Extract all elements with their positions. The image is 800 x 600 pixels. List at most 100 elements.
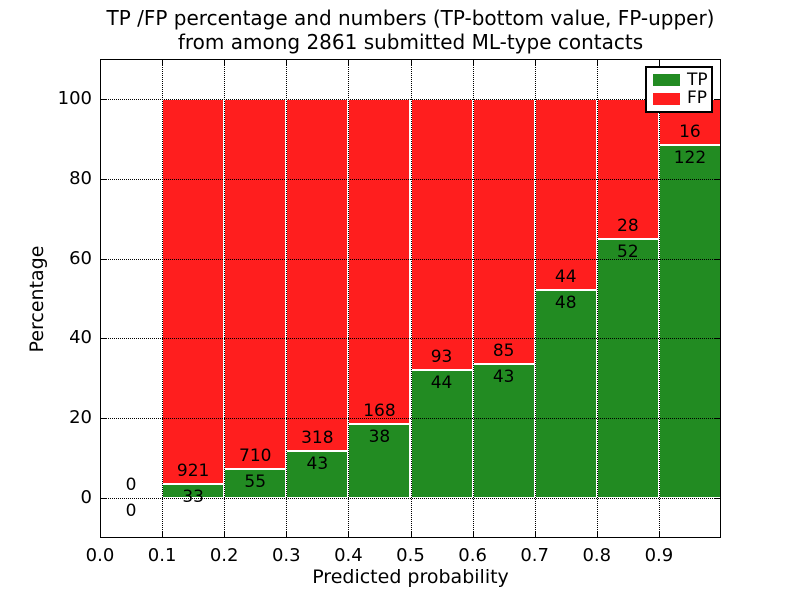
y-tick-mark-right — [715, 258, 720, 260]
legend-item-fp: FP — [647, 90, 711, 107]
x-tick-label: 0.9 — [644, 545, 674, 566]
y-tick-label: 80 — [69, 167, 92, 189]
gridline-vertical — [286, 59, 288, 538]
fp-count-label: 44 — [554, 266, 577, 287]
bar-tp-segment — [348, 424, 411, 499]
fp-count-label: 16 — [679, 122, 701, 143]
gridline-vertical — [410, 59, 412, 538]
tp-count-label: 44 — [430, 372, 453, 393]
y-tick-mark — [101, 338, 106, 340]
chart-title-line2: from among 2861 submitted ML-type contac… — [177, 30, 644, 54]
bar-fp-segment — [472, 98, 535, 364]
y-tick-mark — [101, 498, 106, 500]
y-tick-label: 40 — [69, 327, 92, 349]
x-tick-mark — [224, 532, 226, 537]
x-tick-mark — [596, 532, 598, 537]
fp-swatch-icon — [653, 92, 680, 105]
x-tick-mark-top — [410, 60, 412, 65]
x-tick-mark — [162, 532, 164, 537]
fp-count-label: 921 — [176, 461, 210, 482]
bar-tp-segment — [658, 145, 721, 499]
y-tick-mark — [101, 258, 106, 260]
tp-count-label: 48 — [554, 292, 577, 313]
legend: TP FP — [645, 66, 713, 113]
bar-fp-segment — [286, 98, 349, 451]
x-tick-mark — [472, 532, 474, 537]
legend-item-tp: TP — [647, 69, 711, 90]
x-tick-mark — [410, 532, 412, 537]
y-tick-label: 20 — [69, 407, 92, 429]
y-tick-mark-right — [715, 498, 720, 500]
bar-fp-segment — [224, 98, 287, 470]
x-tick-mark-top — [100, 60, 101, 65]
x-tick-mark-top — [224, 60, 226, 65]
y-tick-label: 100 — [57, 87, 92, 109]
y-tick-mark-right — [715, 178, 720, 180]
x-tick-label: 0.7 — [520, 545, 549, 566]
fp-count-label: 28 — [617, 215, 639, 236]
bar-fp-segment — [410, 98, 473, 370]
chart-title: TP /FP percentage and numbers (TP-bottom… — [100, 6, 721, 54]
tp-count-label: 122 — [673, 148, 707, 169]
x-tick-mark-top — [286, 60, 288, 65]
x-tick-mark-top — [658, 60, 660, 65]
tp-swatch-icon — [653, 74, 680, 87]
legend-label-tp: TP — [687, 69, 708, 90]
fp-count-label: 0 — [125, 475, 137, 496]
gridline-vertical — [162, 59, 164, 538]
fp-count-label: 168 — [363, 401, 396, 422]
tp-count-label: 38 — [368, 427, 391, 448]
gridline-vertical — [658, 59, 660, 538]
x-tick-label: 0.1 — [147, 545, 177, 566]
x-tick-mark-top — [534, 60, 536, 65]
bar-tp-segment — [534, 289, 597, 499]
y-tick-mark — [101, 178, 106, 180]
x-tick-label: 0.0 — [85, 545, 115, 566]
gridline-vertical — [534, 59, 536, 538]
chart-title-line1: TP /FP percentage and numbers (TP-bottom… — [106, 6, 715, 30]
tp-count-label: 43 — [492, 366, 515, 387]
x-tick-label: 0.4 — [334, 545, 363, 566]
x-tick-label: 0.5 — [396, 545, 425, 566]
fp-count-label: 710 — [239, 446, 272, 467]
tp-count-label: 0 — [125, 501, 137, 522]
fp-count-label: 93 — [430, 346, 453, 367]
bar-tp-segment — [224, 469, 287, 499]
gridline-vertical — [472, 59, 474, 538]
x-tick-mark-top — [162, 60, 164, 65]
tp-count-label: 43 — [306, 453, 329, 474]
bar-fp-segment — [162, 98, 225, 485]
tp-count-label: 52 — [617, 241, 639, 262]
y-tick-label: 0 — [80, 487, 92, 509]
fp-count-label: 85 — [492, 340, 515, 361]
x-tick-mark — [348, 532, 350, 537]
y-tick-mark-right — [715, 418, 720, 420]
x-tick-label: 0.8 — [582, 545, 612, 566]
fp-count-label: 318 — [301, 427, 334, 448]
x-tick-mark — [286, 532, 288, 537]
x-tick-mark — [100, 532, 101, 537]
y-tick-mark-right — [715, 338, 720, 340]
bar-fp-segment — [348, 98, 411, 425]
y-axis-label: Percentage — [26, 245, 48, 353]
gridline-vertical — [596, 59, 598, 538]
x-tick-mark-top — [596, 60, 598, 65]
tp-count-label: 55 — [244, 472, 267, 493]
y-tick-mark — [101, 418, 106, 420]
x-tick-mark-top — [348, 60, 350, 65]
x-axis-label: Predicted probability — [312, 566, 509, 588]
legend-label-fp: FP — [687, 88, 708, 109]
x-tick-label: 0.2 — [209, 545, 239, 566]
tp-count-label: 33 — [182, 487, 204, 508]
bar-tp-segment — [596, 238, 659, 499]
bar-tp-segment — [472, 363, 535, 499]
y-tick-mark — [101, 98, 106, 100]
y-tick-mark-right — [715, 98, 720, 100]
x-tick-label: 0.3 — [271, 545, 301, 566]
bar-fp-segment — [534, 98, 597, 290]
gridline-vertical — [224, 59, 226, 538]
y-tick-label: 60 — [69, 247, 92, 269]
x-tick-label: 0.6 — [458, 545, 487, 566]
x-tick-mark-top — [472, 60, 474, 65]
